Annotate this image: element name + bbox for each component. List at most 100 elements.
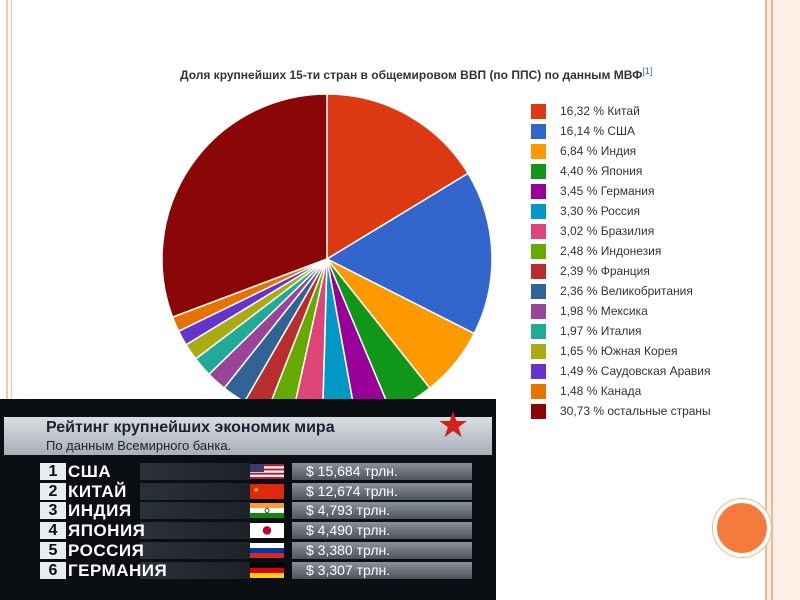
legend-label: 16,32 % Китай xyxy=(560,104,640,118)
gdp-value: $ 3,307 трлн. xyxy=(292,561,472,579)
legend-label: 16,14 % США xyxy=(560,124,636,138)
legend-label: 30,73 % остальные страны xyxy=(560,404,711,418)
country-name: РОССИЯ xyxy=(68,540,145,560)
legend-swatch xyxy=(531,103,546,119)
legend-item: 3,02 % Бразилия xyxy=(531,221,711,241)
country-name: ГЕРМАНИЯ xyxy=(68,560,168,580)
gdp-value: $ 3,380 трлн. xyxy=(292,541,472,559)
gdp-value: $ 4,793 трлн. xyxy=(292,502,472,520)
legend-swatch xyxy=(531,323,546,339)
legend-swatch xyxy=(531,243,546,259)
legend-swatch xyxy=(531,343,546,359)
rating-row: 1 США $ 15,684 трлн. xyxy=(0,463,496,480)
row-background xyxy=(140,561,250,579)
chart-title-reference-link[interactable]: [1] xyxy=(642,66,653,76)
row-background xyxy=(140,522,250,540)
legend-swatch xyxy=(531,223,546,239)
legend-label: 1,98 % Мексика xyxy=(560,304,648,318)
rating-row: 2 КИТАЙ ★ $ 12,674 трлн. xyxy=(0,481,496,501)
red-star-icon: ★ xyxy=(437,404,470,445)
legend-item: 2,48 % Индонезия xyxy=(531,241,711,261)
rating-row: 5 РОССИЯ $ 3,380 трлн. xyxy=(0,540,496,560)
legend-label: 2,48 % Индонезия xyxy=(560,244,662,258)
rating-title: Рейтинг крупнейших экономик мира xyxy=(46,419,335,436)
legend-label: 6,84 % Индия xyxy=(560,144,637,158)
legend-label: 1,49 % Саудовская Аравия xyxy=(560,364,711,378)
gdp-value: $ 12,674 трлн. xyxy=(292,482,472,500)
us-flag-icon xyxy=(250,464,284,479)
pie-slice xyxy=(325,172,493,335)
slide-frame-left xyxy=(6,0,8,600)
legend-item: 1,48 % Канада xyxy=(531,381,711,401)
chart-legend: 16,32 % Китай 16,14 % США 6,84 % Индия 4,40… xyxy=(531,101,711,421)
legend-label: 1,97 % Италия xyxy=(560,324,642,338)
legend-item: 3,30 % Россия xyxy=(531,201,711,221)
legend-swatch xyxy=(531,263,546,279)
rank-number: 2 xyxy=(40,482,66,500)
rating-row: 4 ЯПОНИЯ $ 4,490 трлн. xyxy=(0,521,496,541)
legend-swatch xyxy=(531,183,546,199)
legend-item: 6,84 % Индия xyxy=(531,141,711,161)
legend-item: 16,32 % Китай xyxy=(531,101,711,121)
legend-label: 3,30 % Россия xyxy=(560,204,641,218)
legend-item: 1,97 % Италия xyxy=(531,321,711,341)
jp-flag-icon xyxy=(250,523,284,539)
legend-swatch xyxy=(531,203,546,219)
slide-frame-right xyxy=(765,0,800,600)
country-name: ИНДИЯ xyxy=(68,501,132,521)
legend-label: 2,36 % Великобритания xyxy=(560,284,693,298)
legend-label: 2,39 % Франция xyxy=(560,264,650,278)
svg-text:★: ★ xyxy=(253,486,259,494)
row-background xyxy=(140,541,250,559)
legend-label: 1,48 % Канада xyxy=(560,384,642,398)
ru-flag-icon xyxy=(250,542,284,558)
gdp-value: $ 4,490 трлн. xyxy=(292,522,472,540)
in-flag-icon xyxy=(250,503,284,519)
gdp-value: $ 15,684 трлн. xyxy=(292,463,472,480)
legend-item: 2,39 % Франция xyxy=(531,261,711,281)
economy-rating-panel: Рейтинг крупнейших экономик мира По данн… xyxy=(0,399,496,600)
legend-item: 1,98 % Мексика xyxy=(531,301,711,321)
rank-number: 3 xyxy=(40,502,66,520)
legend-swatch xyxy=(531,283,546,299)
pie-chart xyxy=(161,93,493,422)
rating-header: Рейтинг крупнейших экономик мира По данн… xyxy=(4,417,492,455)
de-flag-icon xyxy=(250,562,284,578)
decorative-orange-circle xyxy=(713,499,771,557)
legend-swatch xyxy=(531,143,546,159)
legend-label: 1,65 % Южная Корея xyxy=(560,344,678,358)
legend-swatch xyxy=(531,123,546,139)
rank-number: 4 xyxy=(40,522,66,540)
slide-frame-right-inner xyxy=(771,0,773,600)
legend-item: 3,45 % Германия xyxy=(531,181,711,201)
legend-item: 2,36 % Великобритания xyxy=(531,281,711,301)
rank-number: 5 xyxy=(40,541,66,559)
chart-title-text: Доля крупнейших 15-ти стран в общемирово… xyxy=(180,68,643,82)
legend-label: 3,45 % Германия xyxy=(560,184,655,198)
row-background xyxy=(140,502,250,520)
slide-frame-left-inner xyxy=(11,0,12,600)
row-background xyxy=(140,463,250,480)
legend-label: 4,40 % Япония xyxy=(560,164,643,178)
country-name: ЯПОНИЯ xyxy=(68,521,146,541)
rating-subtitle: По данным Всемирного банка. xyxy=(46,438,232,453)
cn-flag-icon: ★ xyxy=(250,483,284,499)
legend-item: 4,40 % Япония xyxy=(531,161,711,181)
legend-item: 30,73 % остальные страны xyxy=(531,401,711,421)
rating-row: 6 ГЕРМАНИЯ $ 3,307 трлн. xyxy=(0,560,496,580)
legend-item: 16,14 % США xyxy=(531,121,711,141)
pie-slice xyxy=(326,93,470,261)
row-background xyxy=(140,482,250,500)
country-name: КИТАЙ xyxy=(68,481,127,501)
legend-item: 1,49 % Саудовская Аравия xyxy=(531,361,711,381)
pie-slice xyxy=(161,93,328,319)
legend-label: 3,02 % Бразилия xyxy=(560,224,655,238)
rank-number: 6 xyxy=(40,561,66,579)
legend-swatch xyxy=(531,163,546,179)
legend-swatch xyxy=(531,363,546,379)
rating-row: 3 ИНДИЯ $ 4,793 трлн. xyxy=(0,501,496,521)
chart-title: Доля крупнейших 15-ти стран в общемирово… xyxy=(180,66,652,82)
country-name: США xyxy=(68,462,112,481)
rank-number: 1 xyxy=(40,463,66,480)
legend-swatch xyxy=(531,403,546,419)
